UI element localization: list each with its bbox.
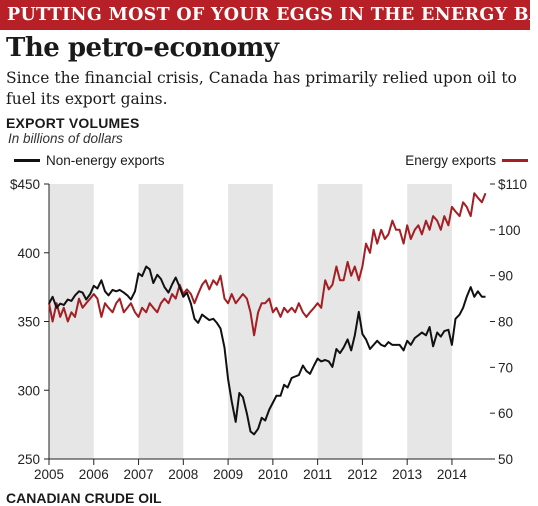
shaded-band-2011 bbox=[317, 184, 363, 459]
x-tick-label: 2010 bbox=[258, 467, 288, 482]
legend-energy: Energy exports bbox=[405, 153, 528, 168]
x-tick-label: 2008 bbox=[168, 467, 198, 482]
right-tick-label: $110 bbox=[498, 177, 527, 192]
x-tick-label: 2013 bbox=[392, 467, 422, 482]
left-tick-label: $450 bbox=[10, 177, 40, 192]
legend-label-non-energy: Non-energy exports bbox=[46, 153, 165, 168]
x-tick-label: 2009 bbox=[213, 467, 243, 482]
right-tick-label: 60 bbox=[498, 406, 513, 421]
left-tick-label: 250 bbox=[17, 452, 40, 467]
right-tick-label: 70 bbox=[498, 360, 513, 375]
legend-swatch-energy bbox=[502, 159, 528, 162]
x-tick-label: 2012 bbox=[347, 467, 377, 482]
shaded-band-2013 bbox=[407, 184, 452, 459]
right-tick-label: 100 bbox=[498, 223, 521, 238]
x-tick-label: 2011 bbox=[303, 467, 332, 482]
right-tick-label: 50 bbox=[498, 452, 513, 467]
next-section-heading: CANADIAN CRUDE OIL bbox=[6, 490, 162, 506]
x-tick-label: 2006 bbox=[79, 467, 109, 482]
legend-label-energy: Energy exports bbox=[405, 153, 496, 168]
left-tick-label: 400 bbox=[17, 246, 40, 261]
left-tick-label: 300 bbox=[17, 383, 40, 398]
x-tick-label: 2014 bbox=[437, 467, 468, 482]
legend-non-energy: Non-energy exports bbox=[14, 153, 165, 168]
left-tick-label: 350 bbox=[17, 315, 40, 330]
x-tick-label: 2007 bbox=[124, 467, 154, 482]
chart-description: Since the financial crisis, Canada has p… bbox=[6, 69, 517, 108]
shaded-band-2007 bbox=[138, 184, 184, 459]
headline-banner: PUTTING MOST OF YOUR EGGS IN THE ENERGY … bbox=[0, 0, 530, 30]
export-volumes-chart: $450 400 350 300 250 $110 100 90 80 70 60 50 2005 200… bbox=[10, 177, 527, 482]
chart-title: EXPORT VOLUMES bbox=[6, 115, 140, 131]
x-tick-label: 2005 bbox=[34, 467, 64, 482]
legend-swatch-non-energy bbox=[14, 159, 40, 162]
chart-subtitle: In billions of dollars bbox=[8, 131, 123, 146]
right-tick-label: 80 bbox=[498, 315, 513, 330]
shaded-band-2005 bbox=[49, 184, 94, 459]
series-line-non-energy-exports bbox=[48, 265, 486, 436]
series-line-energy-exports bbox=[48, 192, 487, 337]
page-title: The petro-economy bbox=[6, 33, 279, 63]
right-tick-label: 90 bbox=[498, 269, 513, 284]
shaded-band-2009 bbox=[228, 184, 273, 459]
